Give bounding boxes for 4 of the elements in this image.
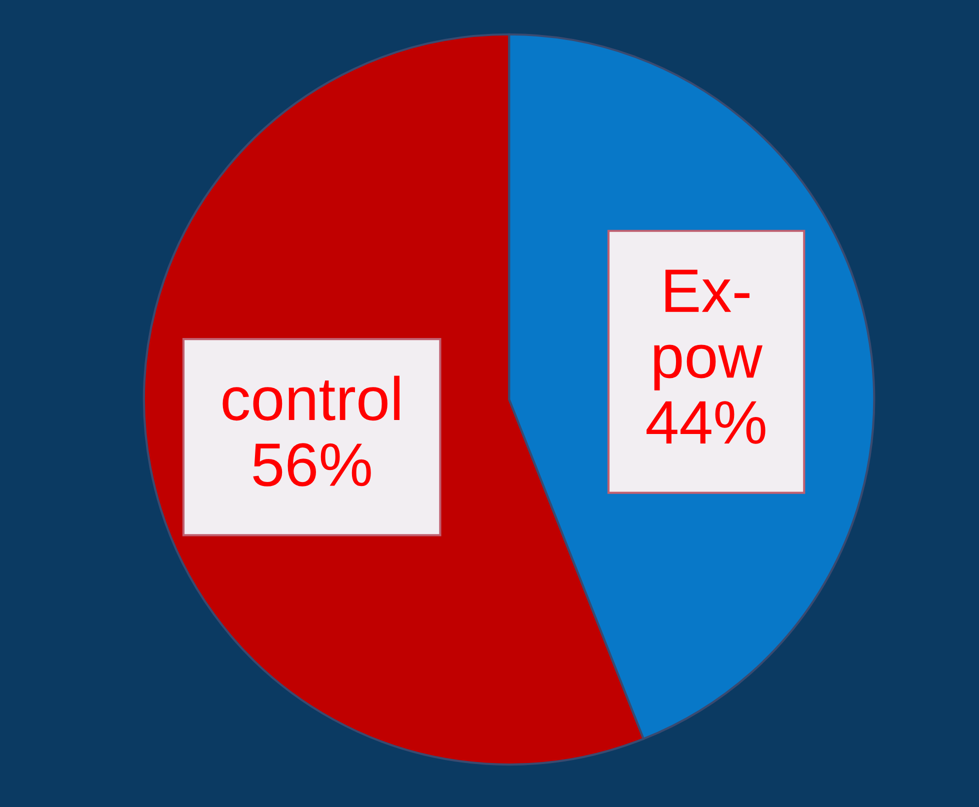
slice-label: control bbox=[222, 376, 400, 421]
data-label: 44% bbox=[646, 401, 766, 444]
slice-label: Ex-pow bbox=[654, 270, 763, 390]
data-label: 56% bbox=[253, 443, 371, 486]
